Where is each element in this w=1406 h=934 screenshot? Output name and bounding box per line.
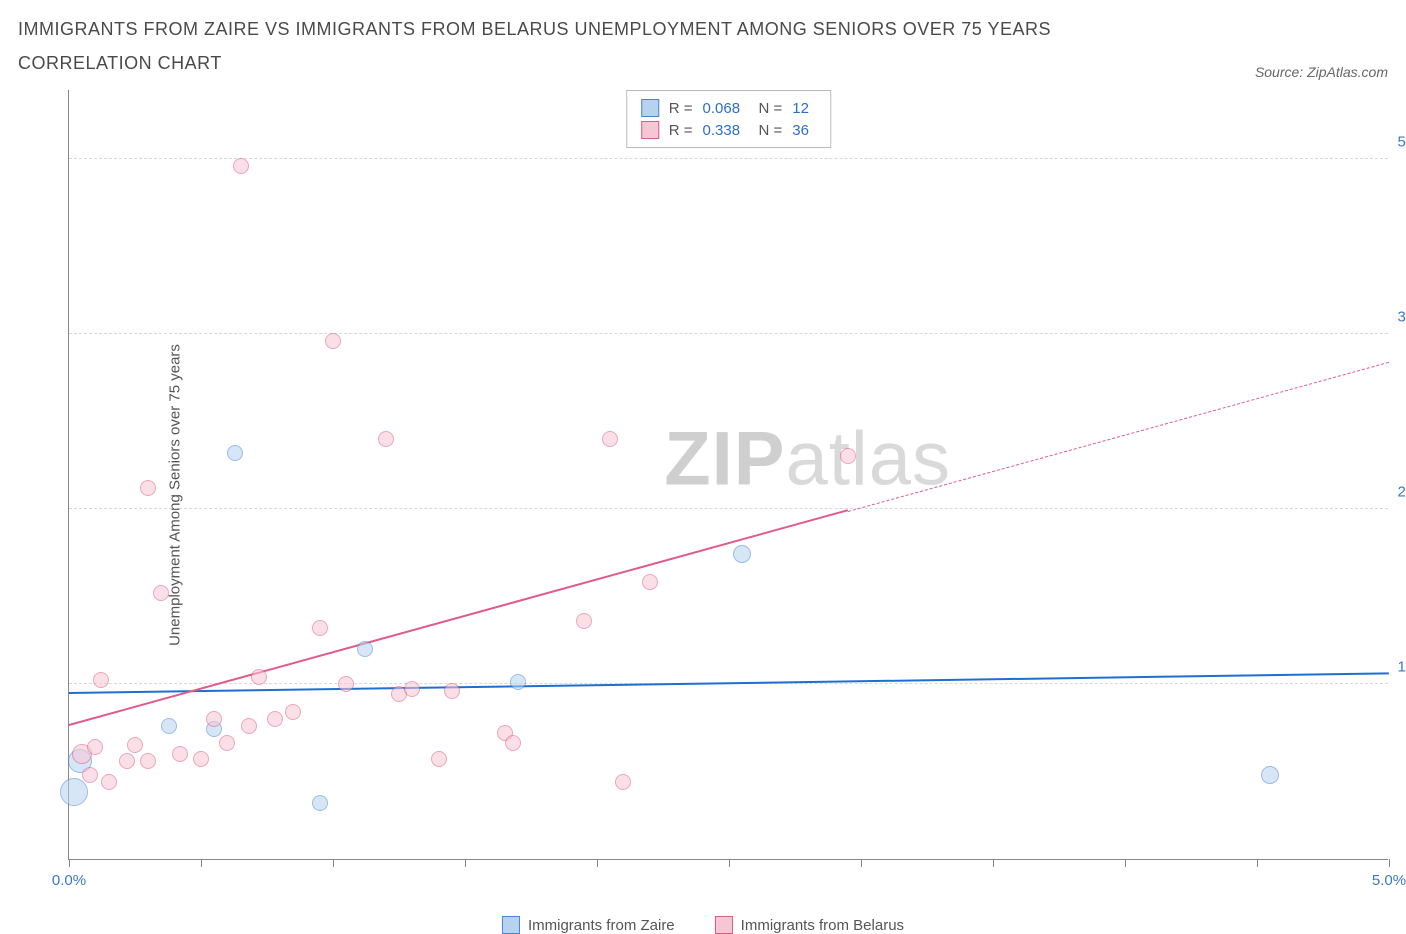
data-point <box>510 674 526 690</box>
stats-row: R = 0.068 N = 12 <box>641 97 817 119</box>
x-tick-label: 0.0% <box>52 872 86 889</box>
data-point <box>101 774 117 790</box>
data-point <box>227 445 243 461</box>
data-point <box>219 735 235 751</box>
data-point <box>404 681 420 697</box>
data-point <box>505 735 521 751</box>
data-point <box>82 767 98 783</box>
data-point <box>431 751 447 767</box>
data-point <box>325 333 341 349</box>
y-tick-label: 12.5% <box>1392 659 1406 676</box>
legend-label: Immigrants from Belarus <box>741 917 904 934</box>
x-tick <box>1125 859 1126 867</box>
data-point <box>840 448 856 464</box>
series-swatch <box>641 121 659 139</box>
gridline <box>69 508 1388 509</box>
data-point <box>60 778 88 806</box>
x-tick <box>993 859 994 867</box>
x-tick <box>729 859 730 867</box>
data-point <box>338 676 354 692</box>
stat-n-label: N = <box>759 122 783 139</box>
stat-r-value: 0.338 <box>703 122 749 139</box>
stat-n-label: N = <box>759 100 783 117</box>
stats-row: R = 0.338 N = 36 <box>641 119 817 141</box>
gridline <box>69 158 1388 159</box>
legend-label: Immigrants from Zaire <box>528 917 675 934</box>
data-point <box>153 585 169 601</box>
data-point <box>1261 766 1279 784</box>
data-point <box>206 711 222 727</box>
chart-title: IMMIGRANTS FROM ZAIRE VS IMMIGRANTS FROM… <box>18 12 1118 80</box>
stat-n-value: 12 <box>792 100 816 117</box>
data-point <box>233 158 249 174</box>
stat-r-label: R = <box>669 100 693 117</box>
x-tick <box>1257 859 1258 867</box>
x-tick <box>201 859 202 867</box>
data-point <box>161 718 177 734</box>
data-point <box>251 669 267 685</box>
data-point <box>312 620 328 636</box>
y-tick-label: 50.0% <box>1392 134 1406 151</box>
legend: Immigrants from Zaire Immigrants from Bel… <box>502 916 904 934</box>
x-tick <box>333 859 334 867</box>
data-point <box>444 683 460 699</box>
data-point <box>576 613 592 629</box>
data-point <box>119 753 135 769</box>
data-point <box>602 431 618 447</box>
watermark-bold: ZIP <box>664 417 785 502</box>
data-point <box>241 718 257 734</box>
stat-r-label: R = <box>669 122 693 139</box>
data-point <box>140 753 156 769</box>
data-point <box>733 545 751 563</box>
x-tick <box>69 859 70 867</box>
trend-line <box>848 361 1389 511</box>
stat-r-value: 0.068 <box>703 100 749 117</box>
legend-swatch <box>502 916 520 934</box>
data-point <box>127 737 143 753</box>
x-tick <box>1389 859 1390 867</box>
x-tick <box>465 859 466 867</box>
stats-box: R = 0.068 N = 12 R = 0.338 N = 36 <box>626 90 832 148</box>
gridline <box>69 333 1388 334</box>
data-point <box>172 746 188 762</box>
data-point <box>87 739 103 755</box>
x-tick <box>597 859 598 867</box>
stat-n-value: 36 <box>792 122 816 139</box>
y-tick-label: 25.0% <box>1392 484 1406 501</box>
watermark: ZIPatlas <box>664 416 951 503</box>
source-attribution: Source: ZipAtlas.com <box>1255 64 1388 80</box>
data-point <box>267 711 283 727</box>
data-point <box>93 672 109 688</box>
x-tick-label: 5.0% <box>1372 872 1406 889</box>
data-point <box>615 774 631 790</box>
y-tick-label: 37.5% <box>1392 309 1406 326</box>
legend-item: Immigrants from Belarus <box>715 916 904 934</box>
correlation-chart: Unemployment Among Seniors over 75 years… <box>18 90 1388 900</box>
x-tick <box>861 859 862 867</box>
data-point <box>312 795 328 811</box>
series-swatch <box>641 99 659 117</box>
legend-swatch <box>715 916 733 934</box>
plot-area: ZIPatlas R =0.068N =12R =0.338N =36 12.5… <box>68 90 1388 860</box>
data-point <box>642 574 658 590</box>
data-point <box>140 480 156 496</box>
data-point <box>357 641 373 657</box>
data-point <box>193 751 209 767</box>
legend-item: Immigrants from Zaire <box>502 916 675 934</box>
data-point <box>285 704 301 720</box>
data-point <box>378 431 394 447</box>
